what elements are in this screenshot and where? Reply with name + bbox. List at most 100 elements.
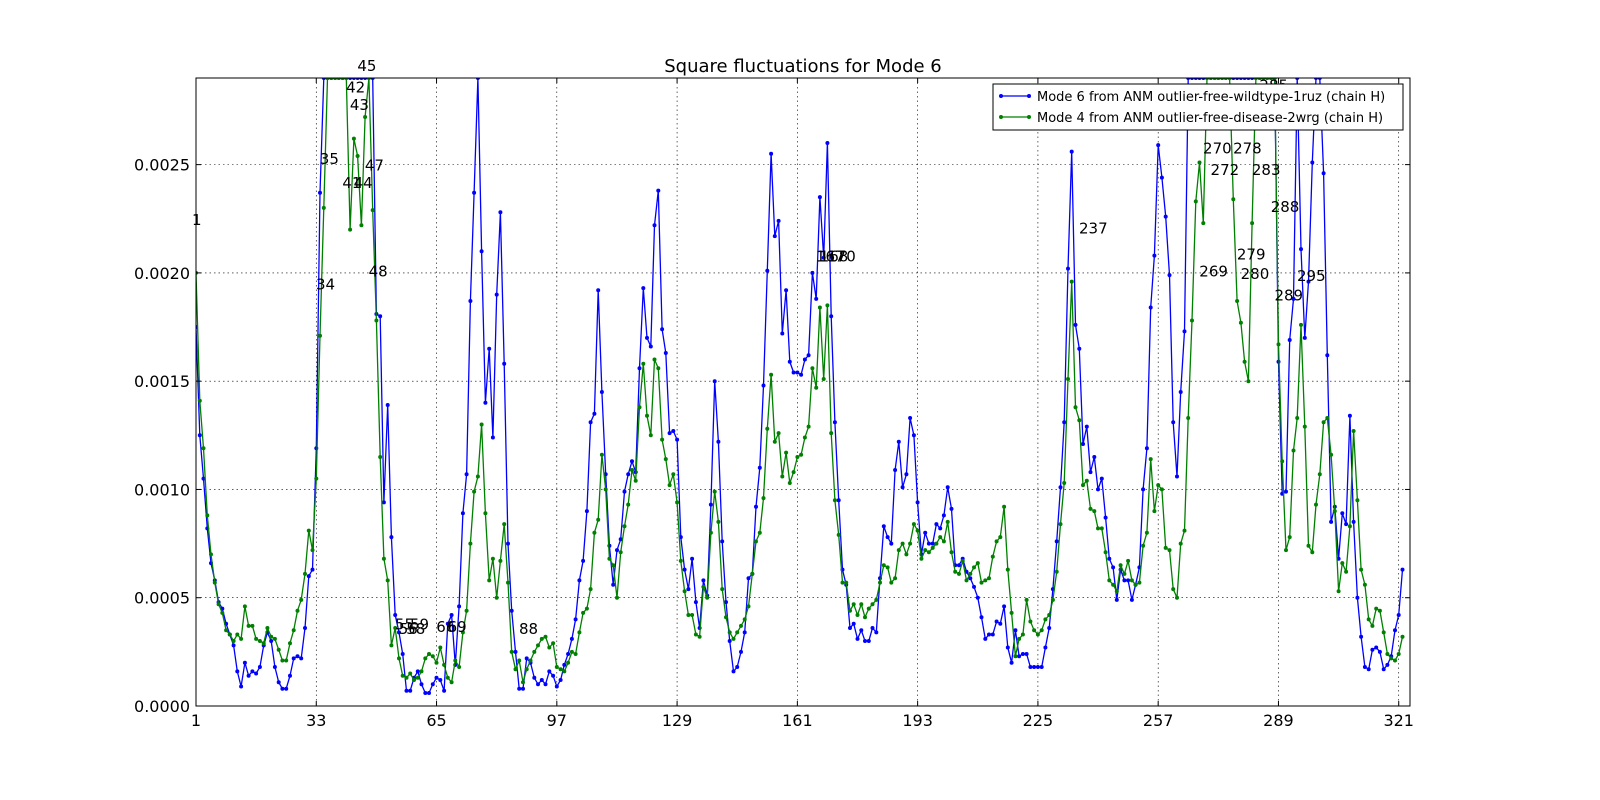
data-point <box>716 439 721 444</box>
data-point <box>1118 563 1123 568</box>
data-point <box>536 643 540 648</box>
series-1 <box>196 78 1405 695</box>
data-point <box>911 433 916 438</box>
legend-marker <box>999 94 1003 98</box>
data-point <box>739 623 743 628</box>
data-point <box>464 472 469 477</box>
data-point <box>220 610 225 615</box>
data-point <box>1092 455 1097 459</box>
data-point <box>1381 667 1386 672</box>
data-point <box>761 383 766 388</box>
data-point <box>686 613 691 617</box>
data-point <box>1020 652 1025 656</box>
data-point <box>750 571 755 576</box>
data-point <box>1178 390 1183 394</box>
data-point <box>998 535 1003 540</box>
data-point <box>438 645 443 650</box>
legend-marker <box>1027 115 1031 119</box>
data-point <box>1159 175 1164 180</box>
data-point <box>378 314 383 319</box>
data-point <box>814 296 819 301</box>
data-point <box>926 541 931 546</box>
data-point <box>701 578 706 583</box>
data-point <box>588 587 593 592</box>
data-point <box>904 472 909 477</box>
data-point <box>539 678 544 682</box>
data-point <box>389 535 394 540</box>
data-point <box>235 669 240 674</box>
data-point <box>930 541 935 546</box>
data-point <box>1163 214 1168 219</box>
data-point <box>645 335 649 340</box>
data-point <box>682 589 687 594</box>
data-point <box>825 303 830 308</box>
data-point <box>900 541 905 546</box>
data-point <box>829 431 834 436</box>
annotation-label: 48 <box>369 263 388 281</box>
data-point <box>1299 322 1303 327</box>
data-point <box>656 366 661 371</box>
data-point <box>863 615 867 620</box>
data-point <box>1066 377 1070 381</box>
data-point <box>419 669 424 674</box>
data-point <box>224 628 229 633</box>
data-point <box>784 450 789 455</box>
data-point <box>972 565 976 570</box>
data-point <box>791 470 796 475</box>
data-point <box>851 602 856 607</box>
data-point <box>1114 597 1119 602</box>
data-point <box>318 190 322 195</box>
data-point <box>532 649 537 654</box>
data-point <box>212 580 217 585</box>
data-point <box>885 565 890 570</box>
data-point <box>423 691 428 695</box>
data-point <box>810 270 815 275</box>
data-point <box>475 474 480 479</box>
data-point <box>746 604 751 609</box>
series-2 <box>196 78 1405 685</box>
data-point <box>1242 359 1247 364</box>
data-point <box>874 630 879 635</box>
x-tick-label: 97 <box>547 711 567 730</box>
data-point <box>1310 550 1315 555</box>
data-point <box>1287 535 1292 540</box>
data-point <box>1073 322 1078 327</box>
data-point <box>404 675 409 680</box>
data-point <box>1035 632 1040 637</box>
data-point <box>588 420 593 425</box>
data-point <box>697 634 702 639</box>
data-point <box>941 513 946 518</box>
data-point <box>633 478 638 483</box>
data-point <box>1359 567 1364 572</box>
annotation-label: 58 <box>406 620 425 638</box>
data-point <box>299 597 304 602</box>
data-point <box>1156 483 1161 488</box>
data-point <box>810 366 815 371</box>
data-point <box>708 530 713 535</box>
x-tick-label: 257 <box>1143 711 1174 730</box>
data-point <box>716 519 721 524</box>
data-point <box>427 691 431 695</box>
data-point <box>506 541 510 546</box>
data-point <box>693 600 698 605</box>
data-point <box>348 227 353 232</box>
data-point <box>1126 558 1131 563</box>
data-point <box>543 682 548 687</box>
data-point <box>626 502 631 507</box>
data-point <box>787 481 792 485</box>
data-point <box>1114 589 1119 594</box>
data-point <box>1362 665 1367 669</box>
data-point <box>701 584 706 589</box>
annotation-label: 288 <box>1271 198 1300 216</box>
data-point <box>799 452 804 457</box>
data-point <box>1069 149 1074 154</box>
x-tick-label: 1 <box>191 711 201 730</box>
data-point <box>547 669 552 674</box>
data-point <box>1389 656 1394 661</box>
data-point <box>878 580 882 585</box>
data-point <box>720 539 725 544</box>
data-point <box>1002 604 1007 609</box>
data-point <box>280 686 285 691</box>
data-point <box>1287 338 1292 342</box>
data-point <box>641 361 646 366</box>
